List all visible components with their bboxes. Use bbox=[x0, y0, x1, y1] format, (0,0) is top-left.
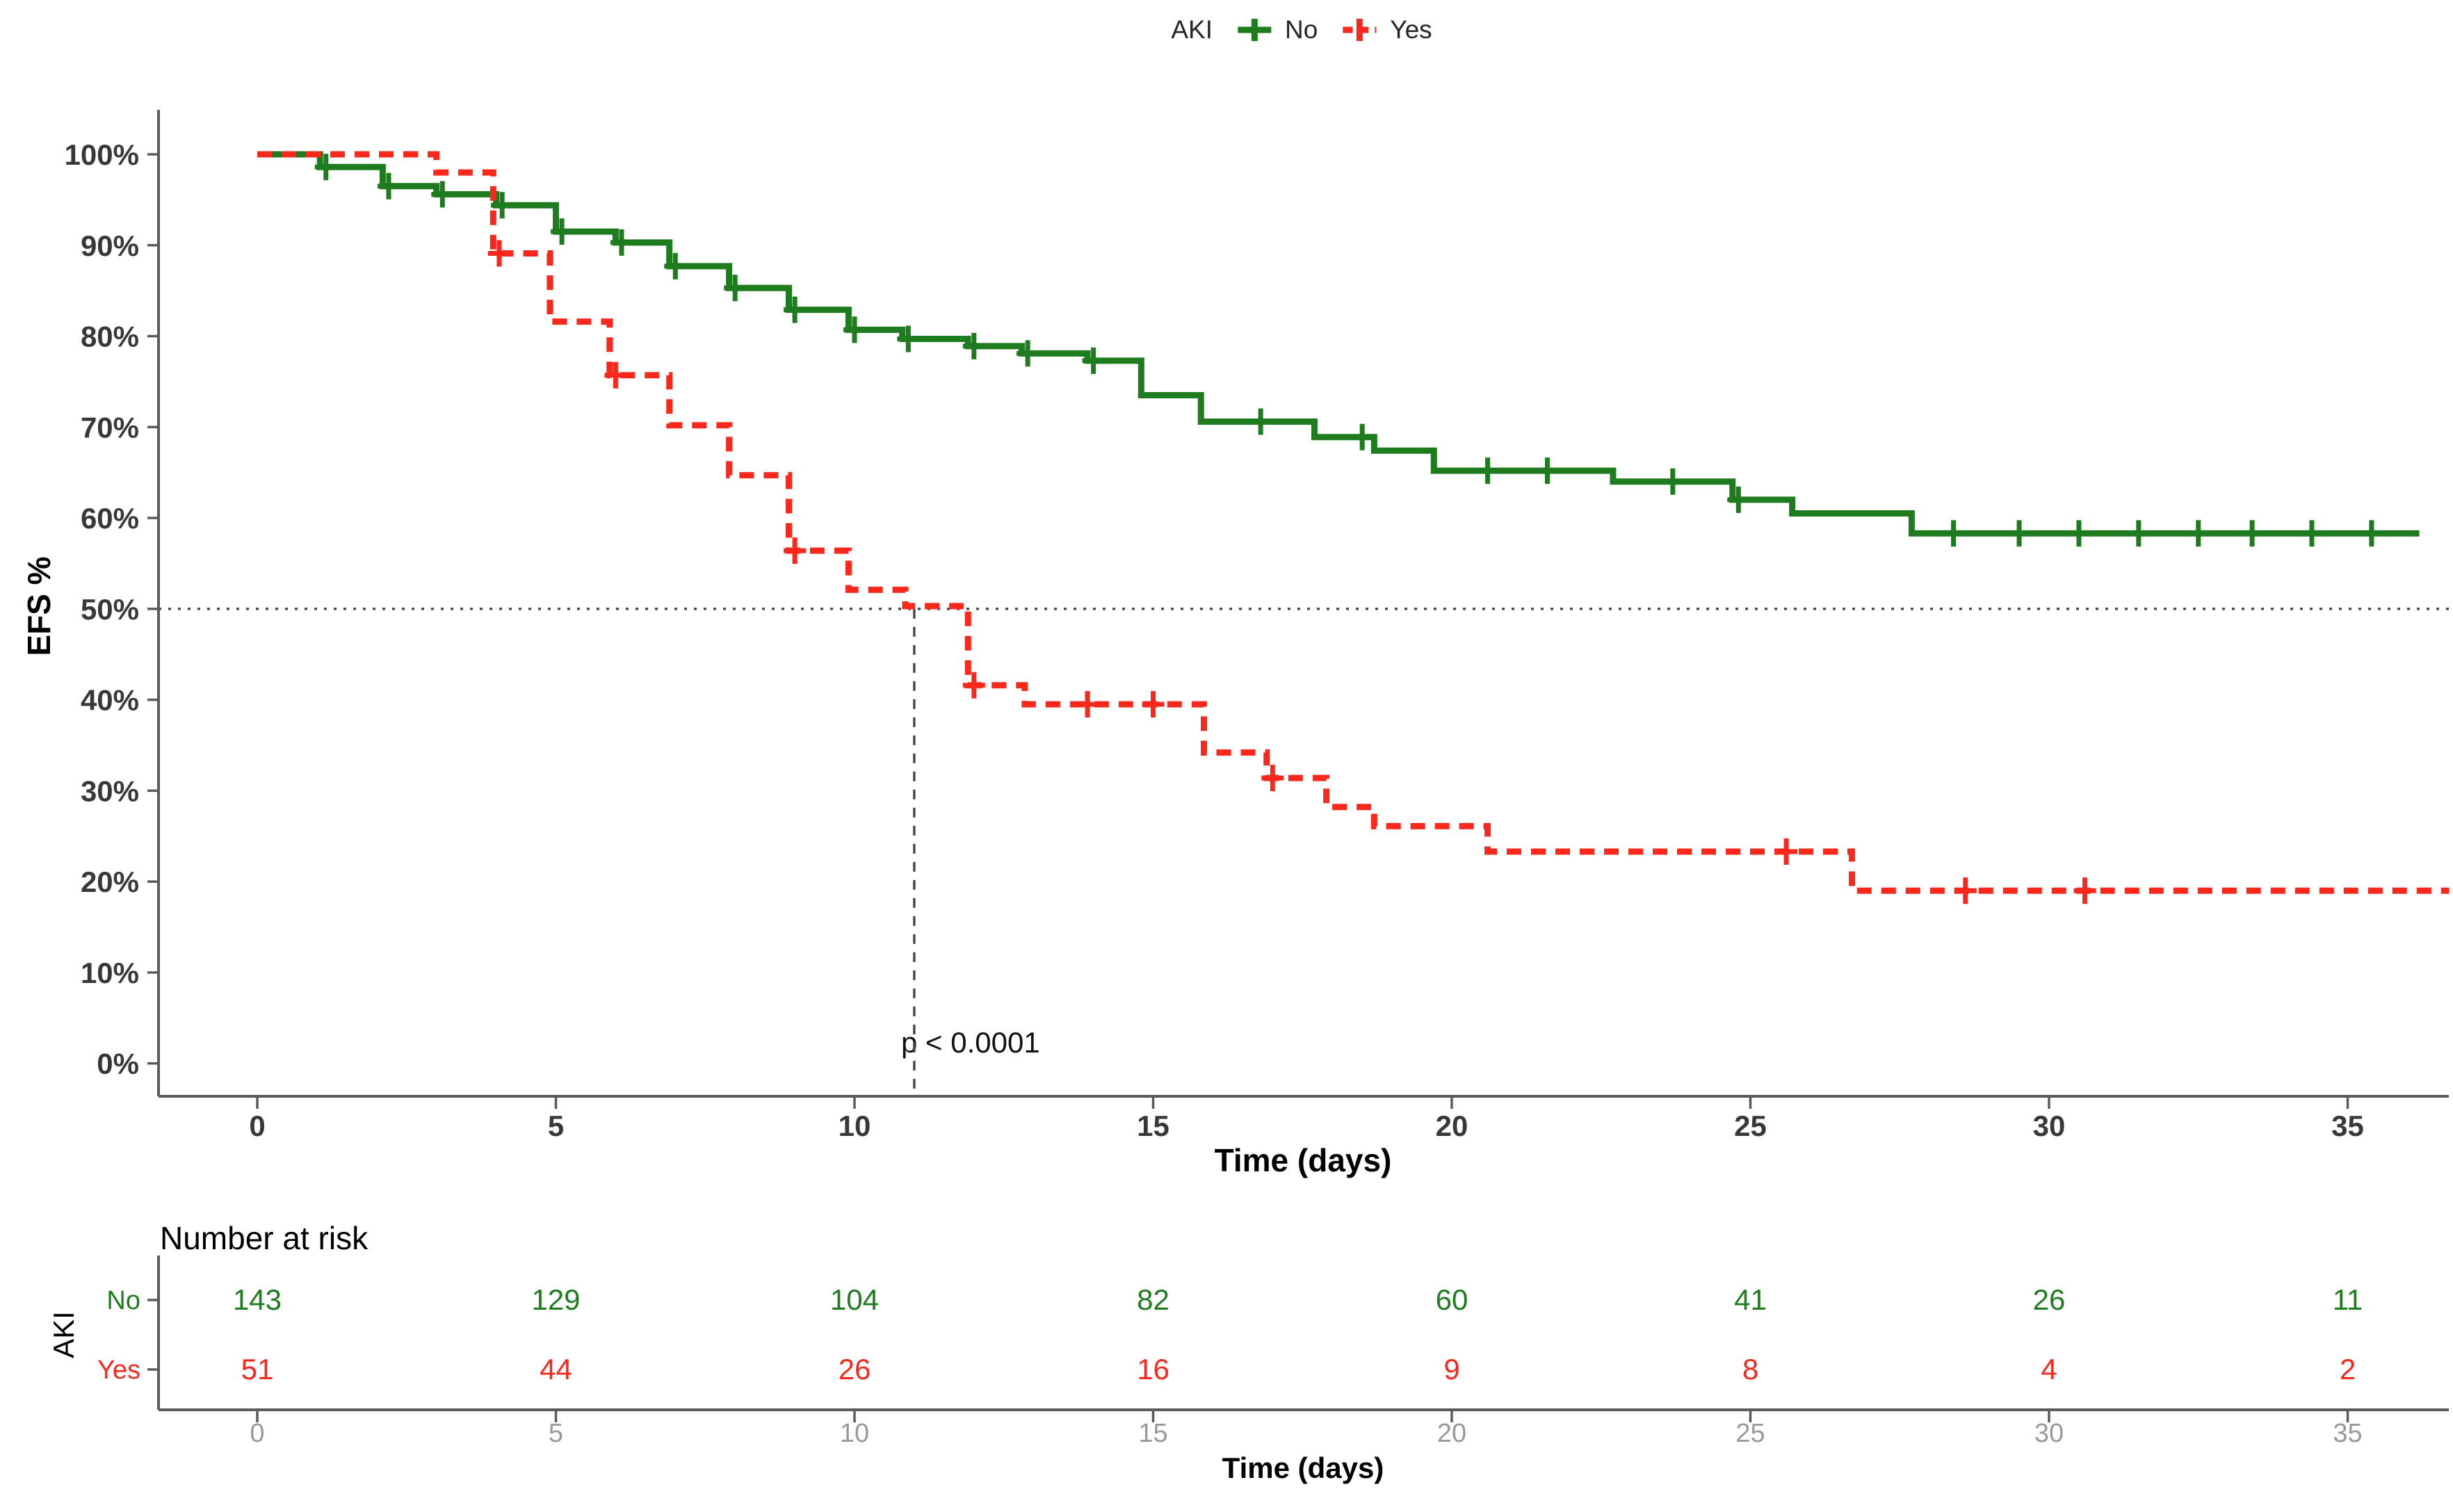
y-tick-label: 100% bbox=[65, 138, 139, 171]
y-tick-label: 0% bbox=[97, 1048, 139, 1080]
x-tick-label: 30 bbox=[2033, 1109, 2066, 1142]
risk-count: 9 bbox=[1443, 1353, 1459, 1385]
risk-x-tick-label: 5 bbox=[549, 1419, 563, 1448]
y-tick-label: 40% bbox=[81, 684, 139, 717]
risk-count: 26 bbox=[839, 1353, 871, 1385]
risk-count: 104 bbox=[830, 1283, 879, 1316]
x-tick-label: 10 bbox=[839, 1109, 871, 1142]
km-curve-yes bbox=[257, 151, 2450, 894]
risk-x-tick-label: 30 bbox=[2034, 1419, 2064, 1448]
p-value-annotation: p < 0.0001 bbox=[901, 1026, 1040, 1059]
risk-count: 11 bbox=[2333, 1283, 2363, 1316]
y-tick-label: 30% bbox=[81, 774, 139, 807]
risk-x-tick-label: 25 bbox=[1735, 1419, 1765, 1448]
risk-count: 8 bbox=[1742, 1353, 1758, 1385]
risk-count: 26 bbox=[2033, 1283, 2066, 1316]
x-tick-label: 20 bbox=[1436, 1109, 1468, 1142]
x-tick-label: 15 bbox=[1137, 1109, 1169, 1142]
x-tick-label: 5 bbox=[548, 1109, 564, 1142]
y-tick-label: 90% bbox=[81, 229, 139, 262]
legend-item-no: No bbox=[1236, 15, 1318, 44]
y-tick-label: 80% bbox=[81, 320, 139, 353]
risk-count: 60 bbox=[1436, 1283, 1468, 1316]
legend-item-yes: Yes bbox=[1341, 15, 1432, 44]
legend: AKI No Yes bbox=[1171, 15, 1432, 44]
y-tick-label: 20% bbox=[81, 865, 139, 898]
risk-x-tick-label: 20 bbox=[1437, 1419, 1466, 1448]
risk-count: 41 bbox=[1734, 1283, 1767, 1316]
legend-label-yes: Yes bbox=[1390, 15, 1432, 44]
legend-title: AKI bbox=[1171, 15, 1213, 44]
x-tick-label: 35 bbox=[2331, 1109, 2364, 1142]
risk-count: 129 bbox=[531, 1283, 580, 1316]
risk-count: 16 bbox=[1137, 1353, 1169, 1385]
y-tick-label: 50% bbox=[81, 593, 139, 626]
risk-count: 82 bbox=[1137, 1283, 1169, 1316]
x-tick-label: 0 bbox=[249, 1109, 265, 1142]
risk-table-title: Number at risk bbox=[160, 1220, 369, 1256]
risk-count: 51 bbox=[241, 1353, 274, 1385]
risk-x-tick-label: 15 bbox=[1138, 1419, 1167, 1448]
risk-x-tick-label: 10 bbox=[840, 1419, 869, 1448]
risk-x-tick-label: 35 bbox=[2333, 1419, 2362, 1448]
risk-count: 143 bbox=[233, 1283, 282, 1316]
km-curve-no bbox=[257, 151, 2420, 537]
y-tick-label: 70% bbox=[81, 411, 139, 444]
km-line-plus-icon bbox=[1237, 19, 1271, 41]
risk-row-label-yes: Yes bbox=[97, 1356, 140, 1385]
y-tick-label: 60% bbox=[81, 502, 139, 535]
risk-count: 4 bbox=[2041, 1353, 2057, 1385]
risk-row-label-no: No bbox=[106, 1286, 140, 1315]
risk-table-x-axis-title: Time (days) bbox=[1222, 1452, 1384, 1484]
km-line-plus-icon bbox=[1343, 19, 1377, 41]
risk-x-tick-label: 0 bbox=[250, 1419, 264, 1448]
risk-count: 44 bbox=[540, 1353, 572, 1385]
legend-label-no: No bbox=[1284, 15, 1318, 44]
x-tick-label: 25 bbox=[1734, 1109, 1767, 1142]
risk-count: 2 bbox=[2340, 1353, 2356, 1385]
y-tick-label: 10% bbox=[81, 957, 139, 989]
x-axis-title: Time (days) bbox=[1214, 1142, 1392, 1178]
